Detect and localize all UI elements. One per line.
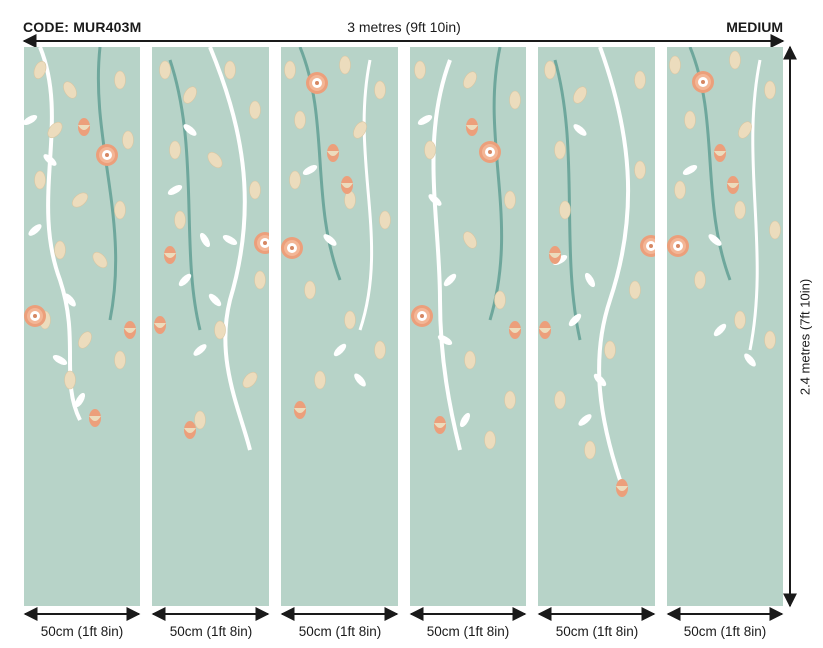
panel-2-width-label: 50cm (1ft 8in) [169,624,253,639]
mural-panel-3 [281,47,398,606]
total-width-label: 3 metres (9ft 10in) [347,19,461,35]
mural-panel-2 [152,47,269,606]
mural-panel-6 [667,47,783,606]
panel-6-width-label: 50cm (1ft 8in) [683,624,767,639]
mural-panel-4 [410,47,526,606]
panel-5-width-label: 50cm (1ft 8in) [555,624,639,639]
mural-panel-1 [24,47,140,606]
panel-4-width-label: 50cm (1ft 8in) [426,624,510,639]
panel-3-width-label: 50cm (1ft 8in) [298,624,382,639]
product-code: CODE: MUR403M [23,19,142,35]
size-label: MEDIUM [726,19,783,35]
panel-1-width-label: 50cm (1ft 8in) [40,624,124,639]
mural-panel-5 [538,47,655,606]
